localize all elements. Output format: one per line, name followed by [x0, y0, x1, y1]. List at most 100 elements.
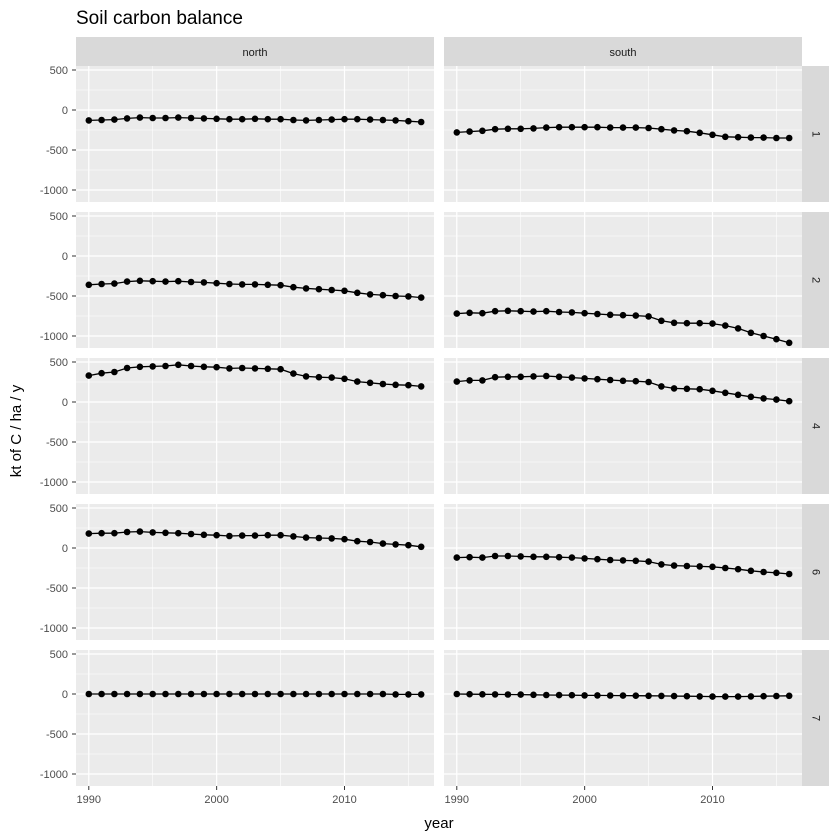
data-point [200, 363, 208, 371]
data-point [517, 373, 524, 381]
data-point [568, 374, 576, 381]
data-point [517, 307, 524, 315]
data-point [162, 278, 169, 285]
data-point [594, 555, 601, 563]
data-point [85, 117, 93, 124]
y-tick-label: -1000 [40, 477, 68, 489]
data-point [354, 378, 361, 385]
data-point [453, 310, 461, 317]
data-point [366, 291, 374, 298]
data-point [581, 375, 588, 382]
x-axis-title: year [424, 815, 453, 832]
data-point [734, 391, 742, 399]
data-point [162, 362, 169, 370]
data-point [136, 114, 144, 121]
data-point [504, 307, 512, 315]
data-point [645, 378, 652, 386]
data-point [555, 123, 563, 131]
data-point [683, 385, 691, 393]
facet-strip-row-label: 2 [810, 277, 822, 283]
data-point [466, 377, 473, 384]
data-point [453, 690, 461, 698]
data-point [213, 279, 220, 287]
data-point [341, 287, 348, 295]
data-point [238, 690, 246, 698]
data-point [392, 691, 399, 698]
data-point [555, 308, 563, 316]
y-tick-label: 0 [62, 105, 68, 117]
data-point [226, 280, 233, 288]
data-point [251, 365, 259, 372]
data-point [354, 690, 361, 698]
data-point [645, 313, 652, 320]
data-point [226, 115, 233, 123]
data-point [606, 556, 614, 564]
data-point [238, 281, 246, 288]
panel-background [444, 212, 802, 348]
data-point [226, 532, 233, 540]
data-point [773, 335, 780, 343]
data-point [645, 124, 652, 132]
data-point [658, 125, 665, 133]
data-point [709, 320, 716, 327]
facet-strip-row-label: 7 [810, 715, 822, 721]
data-point [98, 529, 105, 537]
facet-strip-row-label: 4 [810, 423, 822, 429]
data-point [581, 309, 588, 317]
x-tick-label: 1990 [77, 794, 101, 806]
data-point [328, 690, 336, 698]
facet-strip-row-label: 6 [810, 569, 822, 575]
data-point [405, 117, 412, 125]
data-point [111, 529, 118, 537]
data-point [379, 380, 387, 388]
data-point [290, 690, 297, 698]
data-point [379, 116, 387, 124]
data-point [645, 558, 652, 565]
data-point [149, 690, 156, 698]
data-point [136, 363, 144, 371]
data-point [658, 317, 665, 325]
data-point [136, 690, 144, 698]
data-point [504, 373, 512, 381]
data-point [392, 381, 399, 389]
data-point [341, 375, 348, 383]
data-point [251, 115, 259, 123]
y-axis-title: kt of C / ha / y [8, 384, 25, 477]
data-point [290, 533, 297, 540]
data-point [405, 541, 412, 549]
data-point [773, 692, 780, 700]
data-point [405, 381, 412, 389]
data-point [773, 396, 780, 403]
facet-strip-col [76, 37, 434, 66]
data-point [555, 691, 563, 699]
data-point [747, 693, 755, 700]
panel-background [76, 212, 434, 348]
data-point [98, 690, 105, 698]
data-point [517, 125, 524, 133]
data-point [543, 307, 550, 315]
data-point [453, 378, 461, 385]
data-point [290, 116, 297, 124]
data-point [162, 690, 169, 698]
data-point [670, 127, 678, 134]
data-point [581, 692, 588, 699]
data-point [658, 692, 665, 700]
data-point [670, 562, 678, 569]
data-point [213, 531, 220, 539]
data-point [238, 364, 246, 372]
data-point [760, 692, 767, 700]
y-tick-label: 500 [50, 65, 68, 77]
panel-background [76, 650, 434, 786]
y-tick-label: -500 [46, 437, 68, 449]
data-point [379, 540, 387, 547]
data-point [491, 373, 499, 381]
data-point [354, 537, 361, 545]
data-point [264, 115, 272, 123]
data-point [123, 528, 131, 536]
data-point [670, 385, 678, 392]
data-point [606, 692, 614, 699]
data-point [213, 690, 220, 698]
data-point [328, 374, 336, 381]
data-point [491, 125, 499, 133]
data-point [632, 692, 640, 699]
